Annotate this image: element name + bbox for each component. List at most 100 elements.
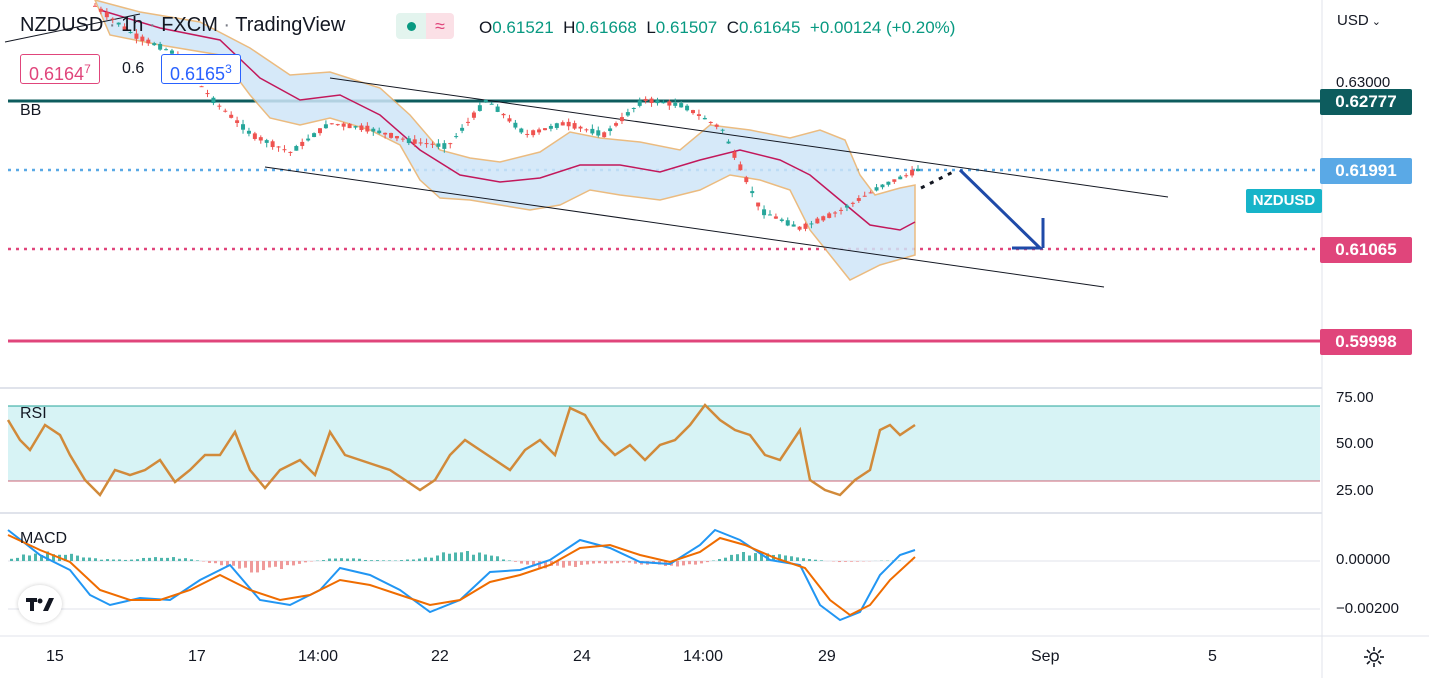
macd-bar [226, 561, 229, 567]
macd-bar [136, 559, 139, 561]
macd-bar [778, 554, 781, 561]
time-tick: 14:00 [683, 648, 724, 665]
macd-bar [334, 558, 337, 561]
macd-bar [508, 560, 511, 561]
macd-bar [358, 558, 361, 561]
candle-body [164, 49, 169, 51]
macd-bar [256, 561, 259, 573]
candle-body [483, 99, 488, 103]
macd-bar [634, 561, 637, 564]
candle-body [104, 12, 109, 18]
macd-bar [688, 561, 691, 565]
candle-body [217, 105, 222, 107]
macd-bar [388, 560, 391, 561]
candle-body [696, 114, 701, 116]
macd-bar [580, 561, 583, 565]
candle-body [619, 117, 624, 122]
candle-body [389, 132, 394, 138]
macd-bar [88, 557, 91, 561]
macd-bar [748, 555, 751, 561]
macd-bar [430, 557, 433, 561]
macd-bar [208, 561, 211, 563]
candle-body [128, 32, 133, 34]
time-tick: 14:00 [298, 648, 339, 665]
macd-bar [532, 561, 535, 567]
macd-bar [16, 557, 19, 561]
candle-body [229, 114, 234, 118]
settings-gear-icon[interactable] [1361, 644, 1387, 670]
time-tick: 17 [188, 648, 206, 665]
macd-bar [814, 559, 817, 561]
tradingview-logo-icon[interactable] [18, 585, 62, 623]
macd-bar [682, 561, 685, 566]
candle-body [258, 137, 263, 141]
candle-body [554, 123, 559, 128]
time-tick: 29 [818, 648, 836, 665]
candle-body [886, 181, 891, 185]
currency-selector[interactable]: USD ⌄ [1337, 12, 1381, 29]
candle-body [566, 121, 571, 127]
symbol-name[interactable]: NZDUSD [20, 14, 104, 36]
candle-body [223, 110, 228, 112]
macd-bar [262, 561, 265, 571]
candle-body [744, 177, 749, 183]
candle-body [442, 143, 447, 149]
trend-line-left[interactable] [4, 13, 141, 43]
macd-bar [124, 559, 127, 561]
macd-bar [850, 561, 853, 562]
macd-bar [424, 557, 427, 561]
sell-price-button[interactable]: 0.61647 [20, 54, 100, 84]
macd-bar [292, 561, 295, 566]
macd-bar [406, 559, 409, 561]
candle-body [93, 5, 97, 7]
indicator-bb-label[interactable]: BB [20, 102, 42, 119]
macd-bar [148, 557, 151, 561]
macd-bar [166, 557, 169, 561]
channel-lower-line[interactable] [264, 166, 1105, 288]
projection-dotted[interactable] [920, 170, 954, 190]
macd-bar [736, 554, 739, 561]
bollinger-basis [99, 9, 916, 231]
candle-body [383, 132, 388, 135]
candle-body [785, 220, 790, 226]
macd-bar [754, 553, 757, 561]
indicator-macd-label[interactable]: MACD [20, 530, 68, 547]
candle-body [412, 139, 417, 144]
macd-bar [796, 557, 799, 561]
macd-bar [238, 561, 241, 569]
macd-bar [298, 561, 301, 564]
replay-wave-icon[interactable]: ≈ [426, 13, 454, 39]
candle-body [542, 128, 547, 131]
macd-bar [790, 556, 793, 561]
macd-bar [106, 559, 109, 561]
macd-bar [70, 553, 73, 561]
macd-bar [112, 559, 115, 561]
candle-body [750, 191, 755, 194]
candle-body [312, 133, 317, 138]
symbol-title[interactable]: NZDUSD · 1h · FXCM · TradingView [20, 14, 346, 36]
interval[interactable]: 1h [121, 14, 144, 36]
candle-body [394, 136, 399, 139]
projection-arrow[interactable] [958, 168, 1044, 250]
time-tick: 24 [573, 648, 591, 665]
channel-upper-line[interactable] [329, 77, 1169, 198]
candle-body [667, 101, 672, 106]
market-open-icon[interactable] [396, 13, 426, 39]
candle-body [98, 8, 103, 12]
macd-bar [436, 555, 439, 561]
candle-body [507, 118, 512, 122]
candle-body [655, 100, 660, 104]
price-badge-61991: 0.61991 [1320, 158, 1412, 184]
indicator-rsi-label[interactable]: RSI [20, 405, 47, 422]
candle-body [406, 138, 411, 144]
price-badge-59998: 0.59998 [1320, 329, 1412, 355]
candle-body [347, 123, 352, 129]
macd-bar [34, 553, 37, 561]
buy-price-button[interactable]: 0.61653 [161, 54, 241, 84]
candle-body [531, 130, 536, 136]
price-candles[interactable] [93, 3, 920, 232]
macd-bar [694, 561, 697, 565]
candle-body [679, 103, 684, 108]
macd-bar [718, 559, 721, 561]
